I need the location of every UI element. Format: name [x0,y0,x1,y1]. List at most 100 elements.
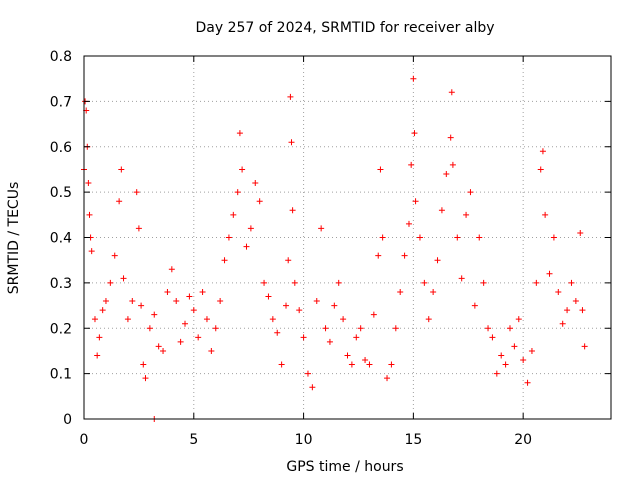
data-point [230,211,237,218]
data-point [326,338,333,345]
data-point [142,375,149,382]
x-tick-label: 15 [404,432,422,448]
data-point [96,334,103,341]
data-point [370,311,377,318]
data-point [164,288,171,295]
data-point [579,307,586,314]
data-point [304,370,311,377]
data-point [85,180,92,187]
data-point [120,275,127,282]
data-point [401,252,408,259]
data-point [99,307,106,314]
data-point [502,361,509,368]
data-point [362,357,369,364]
data-point [572,298,579,305]
data-point [546,270,553,277]
data-point [269,316,276,323]
data-point [318,225,325,232]
x-tick-label: 5 [189,432,198,448]
data-point [335,279,342,286]
data-point [151,311,158,318]
data-point [366,361,373,368]
data-point [190,307,197,314]
data-point [243,243,250,250]
data-point [133,189,140,196]
data-point [528,347,535,354]
data-point [489,334,496,341]
data-point [252,180,259,187]
data-point [493,370,500,377]
data-point [247,225,254,232]
data-point [353,334,360,341]
data-point [88,248,95,255]
data-point [577,229,584,236]
data-point [542,211,549,218]
data-point [283,302,290,309]
x-tick-label: 0 [80,432,89,448]
data-point [568,279,575,286]
data-point [160,347,167,354]
data-point [296,307,303,314]
data-point [476,234,483,241]
data-point [124,316,131,323]
y-axis-label: SRMTID / TECUs [6,182,22,295]
y-tick-label: 0.7 [50,94,72,110]
data-point [458,275,465,282]
data-point [405,220,412,227]
data-point [485,325,492,332]
data-point [564,307,571,314]
data-point [86,211,93,218]
x-tick-label: 20 [514,432,532,448]
data-point [203,316,210,323]
data-point [91,316,98,323]
data-point [524,379,531,386]
data-point [239,166,246,173]
data-point [173,298,180,305]
data-point [278,361,285,368]
data-point [116,198,123,205]
y-tick-label: 0.2 [50,321,72,337]
data-point [537,166,544,173]
data-point [288,139,295,146]
data-point [217,298,224,305]
data-point [438,207,445,214]
data-point [135,225,142,232]
plot-frame [83,55,612,420]
data-point [344,352,351,359]
data-point [168,266,175,273]
data-point [221,257,228,264]
data-point [234,189,241,196]
x-tick-label: 10 [295,432,313,448]
y-tick-label: 0.8 [50,49,72,65]
y-tick-label: 0.5 [50,185,72,201]
data-point [348,361,355,368]
data-point [118,166,125,173]
data-point [430,288,437,295]
data-point [449,161,456,168]
data-point [550,234,557,241]
y-tick-label: 0 [63,412,72,428]
y-tick-label: 0.3 [50,276,72,292]
data-point [416,234,423,241]
data-point [289,207,296,214]
data-point [581,343,588,350]
data-point [287,93,294,100]
data-point [480,279,487,286]
grid [84,56,611,419]
data-point [274,329,281,336]
data-point [434,257,441,264]
data-points [81,75,588,422]
data-point [182,320,189,327]
data-point [94,352,101,359]
data-point [454,234,461,241]
data-point [533,279,540,286]
data-point [443,170,450,177]
data-point [111,252,118,259]
data-point [559,320,566,327]
data-point [515,316,522,323]
data-point [498,352,505,359]
data-point [421,279,428,286]
data-point [375,252,382,259]
data-point [102,298,109,305]
data-point [331,302,338,309]
